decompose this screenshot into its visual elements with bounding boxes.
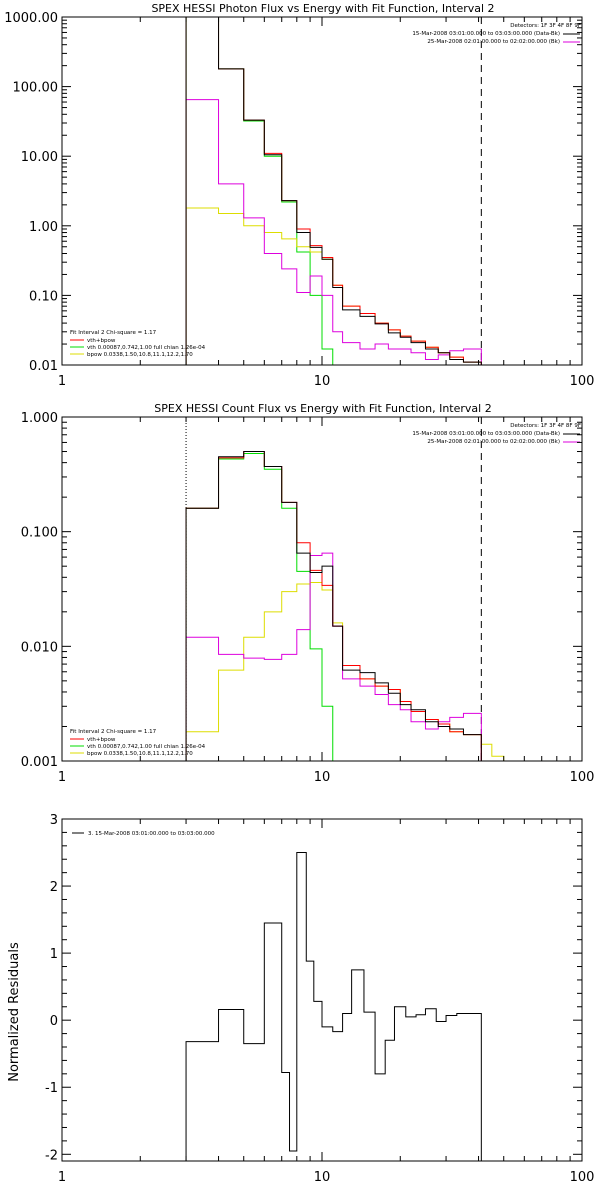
residuals-ylabel: Normalized Residuals	[7, 942, 22, 1082]
photon-flux-legend-entry-bpow: bpow 0.0338,1.50,10.8,11.1,12.2,1.70	[87, 352, 193, 358]
residuals-series-total-path	[185, 852, 482, 1161]
photon-flux-legend-entry-vth: vth 0.00087,0.742,1.00 full chian 1.26e-…	[87, 345, 206, 351]
residuals-ytick-label: -1	[45, 1081, 58, 1096]
count-flux-title: SPEX HESSI Count Flux vs Energy with Fit…	[154, 402, 491, 415]
photon-flux-ytick-label: 0.10	[29, 289, 58, 304]
residuals-ytick-label: 3	[50, 813, 58, 828]
count-flux-ytick-label: 0.100	[21, 526, 58, 541]
count-flux-xtick-label: 10	[314, 770, 331, 785]
residuals-ytick-label: 1	[50, 947, 58, 962]
count-flux-xtick-label: 100	[570, 770, 595, 785]
residuals-ytick-label: 2	[50, 880, 58, 895]
residuals-series-total	[185, 852, 482, 1161]
residuals-ytick-label: 0	[50, 1014, 58, 1029]
photon-flux-ytick-label: 1.00	[29, 220, 58, 235]
count-flux-background-label: 25-Mar-2008 02:01:00.000 to 02:02:00.000…	[427, 439, 560, 445]
count-flux-legend-entry-vth: vth 0.00087,0.742,1.00 full chian 1.26e-…	[87, 744, 206, 750]
photon-flux-series-total-path	[185, 17, 482, 365]
count-flux-ytick-label: 0.010	[21, 640, 58, 655]
count-flux-series-total-path	[185, 451, 482, 761]
photon-flux-detectors-label: Detectors: 1F 3F 4F 8F 9F	[510, 23, 581, 29]
photon-flux-interval-label: 15-Mar-2008 03:01:00.000 to 03:03:00.000…	[412, 31, 560, 37]
residuals-panel: Normalized Residuals 3. 15-Mar-2008 03:0…	[7, 813, 594, 1185]
photon-flux-xtick-label: 1	[58, 374, 66, 389]
residuals-legend-entry: 3. 15-Mar-2008 03:01:00.000 to 03:03:00.…	[88, 831, 215, 837]
count-flux-ytick-label: 1.000	[21, 411, 58, 426]
photon-flux-fit-legend-title: Fit Interval 2 Chi-square = 1.17	[70, 330, 157, 336]
photon-flux-xtick-label: 10	[314, 374, 331, 389]
count-flux-xtick-label: 1	[58, 770, 66, 785]
count-flux-legend-entry-model: vth+bpow	[87, 737, 116, 743]
count-flux-ytick-label: 0.001	[21, 755, 58, 770]
photon-flux-background-label: 25-Mar-2008 02:01:00.000 to 02:02:00.000…	[427, 39, 560, 45]
count-flux-panel: SPEX HESSI Count Flux vs Energy with Fit…	[21, 402, 595, 785]
count-flux-detectors-label: Detectors: 1F 3F 4F 8F 9F	[510, 423, 581, 429]
photon-flux-panel: SPEX HESSI Photon Flux vs Energy with Fi…	[4, 2, 594, 389]
photon-flux-series-total	[185, 17, 482, 365]
residuals-ytick-label: -2	[45, 1148, 58, 1163]
residuals-xtick-label: 10	[314, 1170, 331, 1185]
photon-flux-series-background_spectrum	[185, 99, 482, 365]
photon-flux-title: SPEX HESSI Photon Flux vs Energy with Fi…	[151, 2, 494, 15]
count-flux-fit-legend-title: Fit Interval 2 Chi-square = 1.17	[70, 729, 157, 735]
photon-flux-series-background_spectrum-path	[185, 99, 482, 365]
photon-flux-ytick-label: 10.00	[21, 150, 58, 165]
photon-flux-ytick-label: 100.00	[13, 81, 59, 96]
photon-flux-ytick-label: 1000.00	[4, 11, 58, 26]
photon-flux-legend-entry-model: vth+bpow	[87, 338, 116, 344]
count-flux-series-total	[185, 451, 482, 761]
photon-flux-ytick-label: 0.01	[29, 359, 58, 374]
residuals-xtick-label: 1	[58, 1170, 66, 1185]
residuals-xtick-label: 100	[570, 1170, 595, 1185]
count-flux-interval-label: 15-Mar-2008 03:01:00.000 to 03:03:00.000…	[412, 431, 560, 437]
photon-flux-xtick-label: 100	[570, 374, 595, 389]
count-flux-legend-entry-bpow: bpow 0.0338,1.50,10.8,11.1,12.2,1.70	[87, 751, 193, 757]
